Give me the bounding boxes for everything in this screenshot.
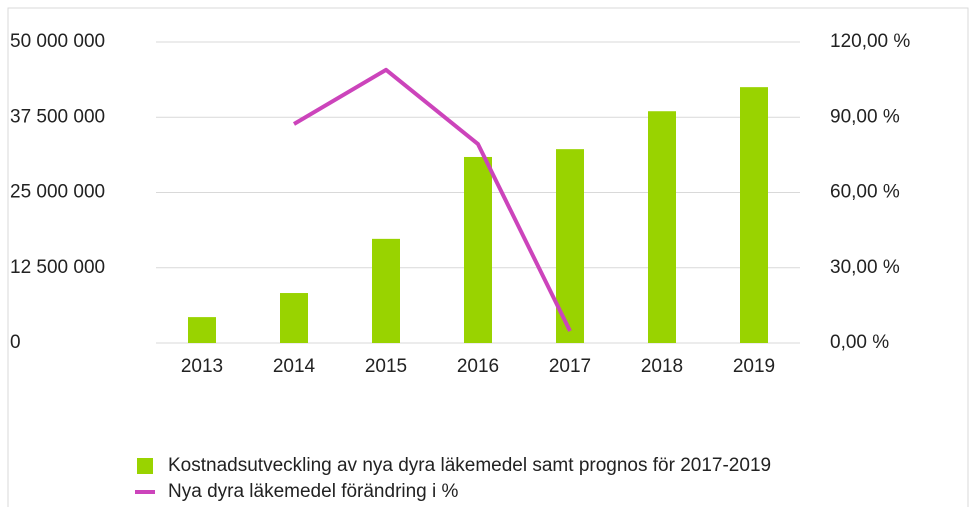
- x-tick-label: 2013: [181, 356, 223, 377]
- y-tick-label: 50 000 000: [10, 31, 105, 52]
- x-tick-label: 2017: [549, 356, 591, 377]
- bar: [648, 111, 676, 343]
- y-tick-label: 12 500 000: [10, 257, 105, 278]
- y2-tick-label: 90,00 %: [830, 106, 900, 127]
- x-tick-label: 2014: [273, 356, 316, 377]
- bar: [280, 293, 308, 343]
- legend-swatch: [137, 458, 153, 474]
- x-tick-label: 2015: [365, 356, 407, 377]
- x-tick-label: 2018: [641, 356, 683, 377]
- bar: [372, 238, 400, 343]
- line-series: [292, 67, 572, 332]
- y2-tick-label: 60,00 %: [830, 182, 900, 203]
- y-tick-label: 25 000 000: [10, 182, 105, 203]
- y-tick-label: 0: [10, 332, 21, 353]
- y2-tick-label: 120,00 %: [830, 31, 910, 52]
- bar: [188, 317, 216, 343]
- y2-tick-label: 0,00 %: [830, 332, 889, 353]
- legend-label: Nya dyra läkemedel förändring i %: [168, 481, 459, 502]
- y2-tick-label: 30,00 %: [830, 257, 900, 278]
- y-tick-label: 37 500 000: [10, 106, 105, 127]
- bar: [740, 87, 768, 344]
- bar: [464, 156, 492, 343]
- chart-border: [7, 7, 969, 507]
- x-tick-label: 2019: [733, 356, 775, 377]
- legend-label: Kostnadsutveckling av nya dyra läkemedel…: [168, 455, 771, 476]
- x-tick-label: 2016: [457, 356, 499, 377]
